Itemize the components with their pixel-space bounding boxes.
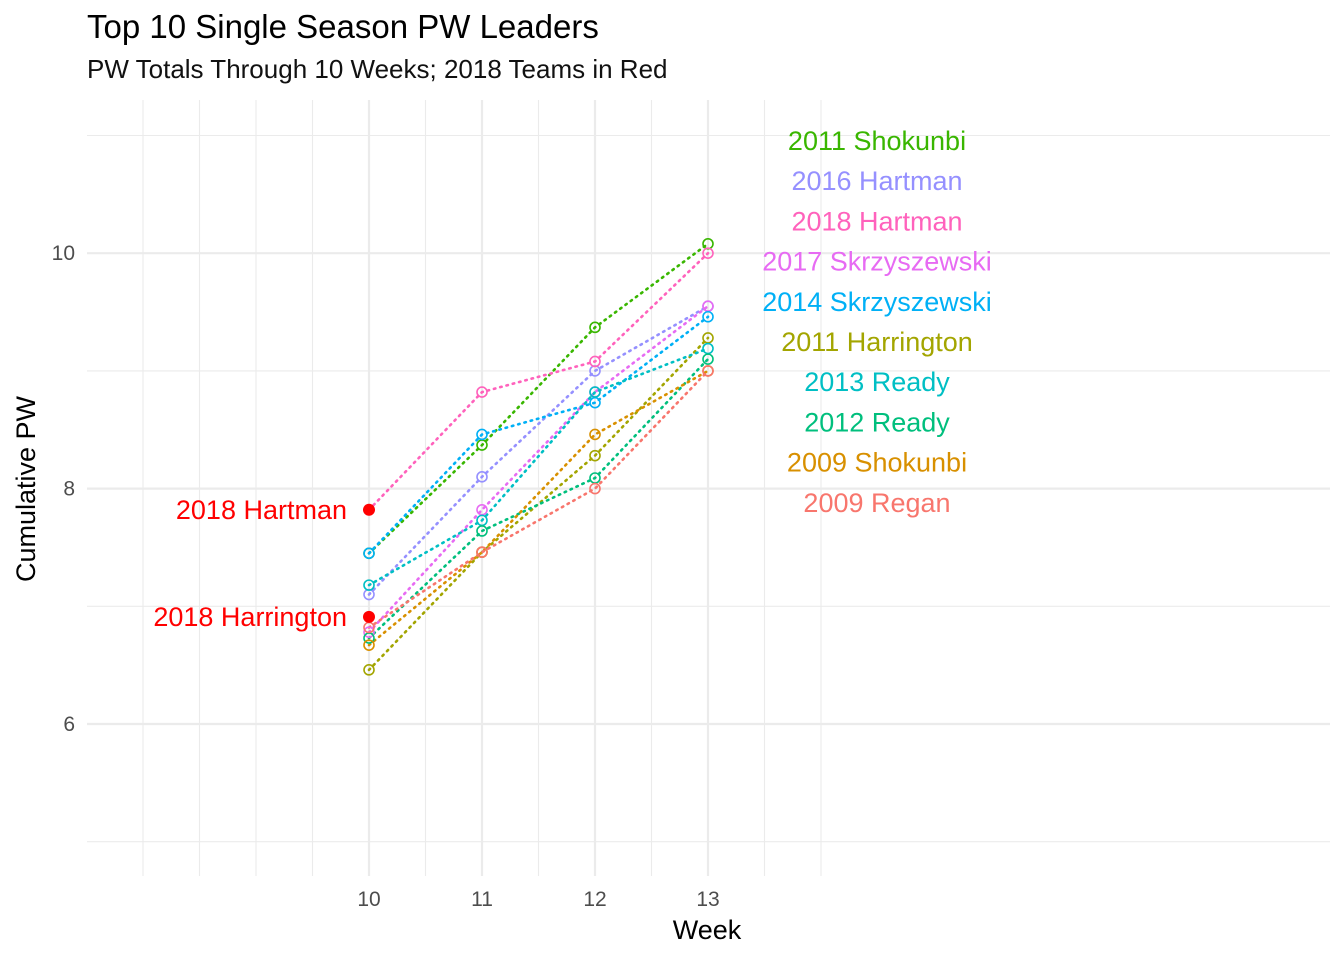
y-axis-title: Cumulative PW	[11, 395, 41, 582]
series-point	[363, 626, 375, 638]
series-point	[363, 664, 375, 676]
series-point	[589, 355, 601, 368]
highlight-point	[363, 503, 375, 516]
series-line	[367, 347, 710, 587]
series-line	[367, 369, 710, 629]
series-point	[589, 428, 601, 441]
series-line	[367, 357, 710, 640]
series-point	[476, 546, 488, 558]
x-tick-label: 11	[471, 888, 493, 911]
series-points	[363, 237, 714, 676]
chart-subtitle: PW Totals Through 10 Weeks; 2018 Teams i…	[87, 54, 668, 84]
series-label: 2017 Skrzyszewski	[762, 247, 992, 277]
series-label: 2009 Regan	[803, 488, 950, 518]
series-point	[589, 482, 601, 495]
series-point	[476, 525, 488, 537]
series-point	[476, 428, 488, 441]
series-point	[702, 310, 714, 323]
series-line	[367, 304, 710, 634]
series-line	[367, 304, 710, 596]
series-labels: 2011 Shokunbi 2016 Hartman 2018 Hartman 201…	[762, 126, 992, 518]
series-label: 2018 Hartman	[791, 206, 962, 236]
highlight-point	[363, 610, 375, 623]
series-label: 2009 Shokunbi	[787, 448, 967, 478]
series-point	[363, 579, 375, 591]
series-label: 2016 Hartman	[791, 166, 962, 196]
y-tick-label: 6	[63, 713, 75, 736]
x-axis-title: Week	[673, 915, 742, 945]
series-line	[367, 251, 710, 512]
x-tick-label: 13	[696, 888, 719, 911]
series-point	[702, 365, 714, 377]
series-line	[367, 315, 710, 555]
series-point	[363, 639, 375, 651]
grid	[87, 100, 1330, 876]
x-tick-label: 12	[583, 888, 606, 911]
tick-labels: 10 11 12 13 6 8 10	[52, 242, 720, 911]
series-line	[367, 369, 710, 647]
series-label: 2013 Ready	[804, 367, 950, 397]
series-lines	[367, 242, 710, 672]
series-line	[367, 242, 710, 555]
series-point	[476, 386, 488, 398]
series-point	[589, 449, 601, 462]
chart-title: Top 10 Single Season PW Leaders	[87, 8, 599, 45]
series-label: 2011 Shokunbi	[788, 126, 966, 156]
series-point	[589, 386, 601, 398]
highlight-points: 2018 Hartman 2018 Harrington	[153, 495, 375, 632]
series-point	[363, 547, 375, 560]
y-tick-label: 10	[52, 242, 75, 265]
series-label: 2014 Skrzyszewski	[762, 287, 992, 317]
y-tick-label: 8	[63, 478, 75, 501]
x-tick-label: 10	[357, 888, 380, 911]
series-point	[589, 321, 601, 334]
series-point	[476, 471, 488, 483]
highlight-label: 2018 Hartman	[176, 495, 347, 525]
series-label: 2011 Harrington	[781, 327, 973, 357]
series-label: 2012 Ready	[804, 407, 950, 437]
highlight-label: 2018 Harrington	[153, 602, 347, 632]
series-point	[702, 247, 714, 259]
series-point	[702, 353, 714, 365]
